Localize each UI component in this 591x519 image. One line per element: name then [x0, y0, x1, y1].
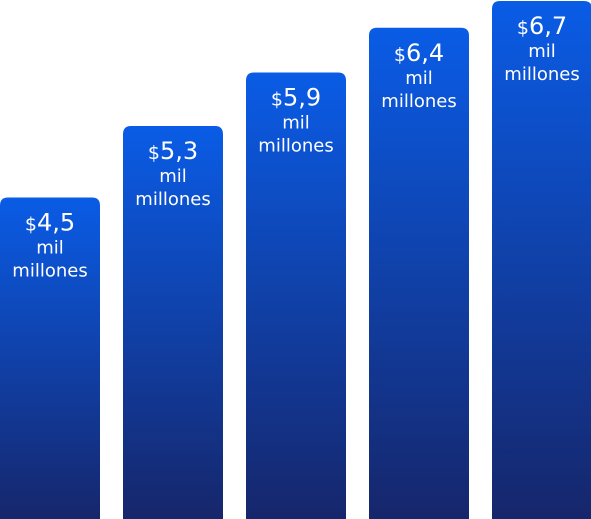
value-label: $6,7: [517, 12, 567, 40]
unit-label-line1: mil: [405, 68, 433, 89]
value-label: $4,5: [25, 208, 75, 236]
unit-label-line1: mil: [159, 166, 187, 187]
unit-label-line2: millones: [12, 260, 87, 281]
unit-label-line2: millones: [258, 135, 333, 156]
value-label: $5,9: [271, 83, 321, 111]
bar-5: [492, 1, 591, 519]
unit-label-line2: millones: [135, 189, 210, 210]
unit-label-line2: millones: [504, 64, 579, 85]
unit-label-line1: mil: [528, 41, 556, 62]
bar-3: [246, 72, 346, 519]
value-label: $5,3: [148, 137, 198, 165]
unit-label-line1: mil: [282, 112, 310, 133]
value-label: $6,4: [394, 39, 444, 67]
bar-1: [0, 197, 100, 519]
unit-label-line2: millones: [381, 91, 456, 112]
unit-label-line1: mil: [36, 237, 64, 258]
bar-4: [369, 27, 469, 519]
bar-2: [123, 126, 223, 519]
